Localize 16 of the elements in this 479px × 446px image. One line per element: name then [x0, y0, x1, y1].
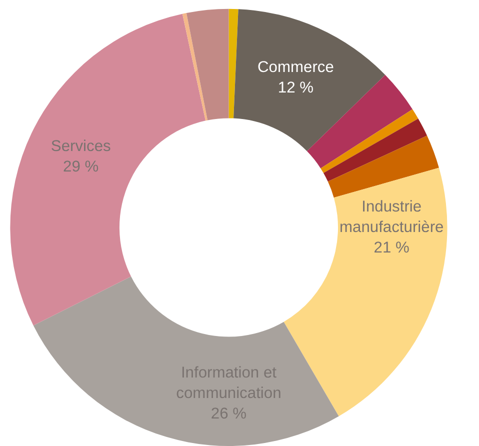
donut-slice — [10, 14, 206, 326]
data-label: 29 % — [63, 158, 99, 176]
donut-slice — [33, 276, 339, 446]
donut-slice — [320, 109, 418, 174]
donut-slice — [284, 168, 448, 416]
slice-label: Services — [50, 138, 111, 156]
slice-label: Industrie manufacturière — [340, 198, 444, 236]
data-label: 12 % — [278, 80, 314, 97]
donut-slice — [328, 136, 439, 198]
donut-slice — [186, 8, 229, 120]
donut-slice — [234, 9, 386, 152]
slice-label: Commerce — [258, 59, 334, 76]
donut-slice — [228, 8, 238, 118]
donut-slice — [323, 118, 428, 182]
data-label: 21 % — [374, 239, 410, 256]
donut-slice — [182, 13, 208, 121]
